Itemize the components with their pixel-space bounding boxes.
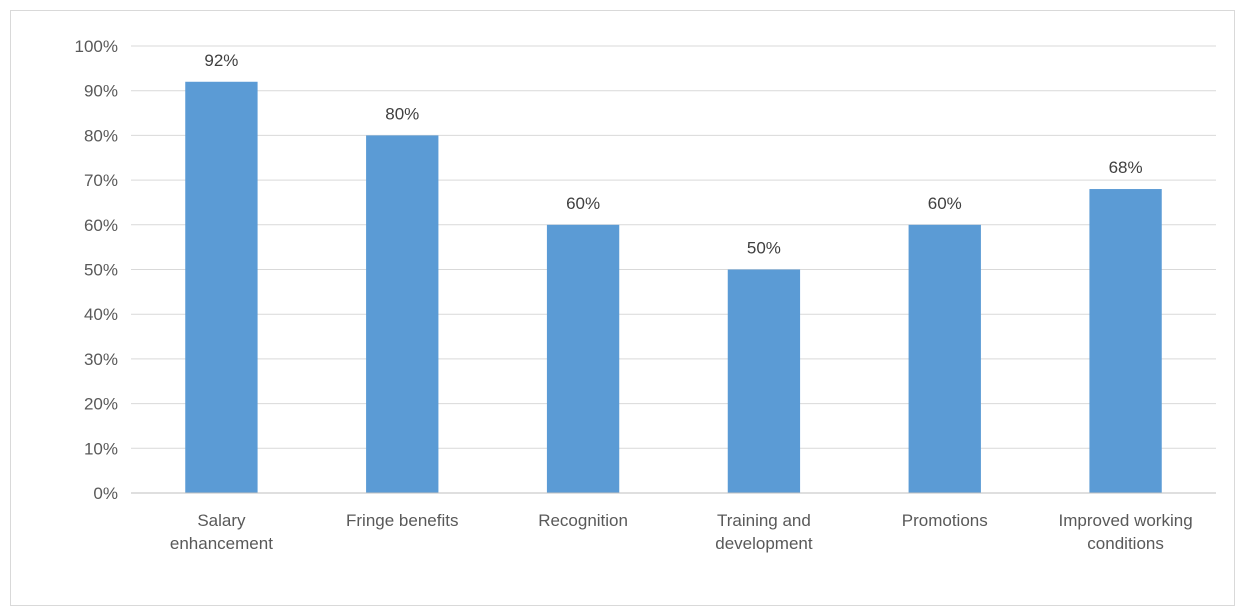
y-tick-label: 30% bbox=[84, 350, 118, 369]
category-label-line: Promotions bbox=[902, 511, 988, 530]
data-label: 68% bbox=[1109, 158, 1143, 177]
y-tick-label: 100% bbox=[75, 37, 118, 56]
category-label-line: Salary bbox=[197, 511, 246, 530]
labels: 0% 10% 20% 30% 40% 50% 60% 70% 80% 90% 100% 92% Sala… bbox=[75, 37, 1193, 553]
bar bbox=[1089, 189, 1162, 494]
category-label: Improved working conditions bbox=[1058, 511, 1192, 553]
category-label-line: development bbox=[715, 534, 813, 553]
category-label-line: Recognition bbox=[538, 511, 628, 530]
y-tick-label: 60% bbox=[84, 216, 118, 235]
y-tick-label: 90% bbox=[84, 82, 118, 101]
data-label: 50% bbox=[747, 239, 781, 258]
bar bbox=[908, 224, 981, 494]
y-tick-label: 0% bbox=[93, 484, 118, 503]
gridlines bbox=[131, 45, 1216, 449]
bar bbox=[366, 135, 439, 493]
data-label: 80% bbox=[385, 104, 419, 123]
category-label: Training and development bbox=[715, 511, 813, 553]
y-tick-label: 10% bbox=[84, 439, 118, 458]
bar bbox=[727, 269, 801, 493]
y-tick-label: 20% bbox=[84, 395, 118, 414]
category-label-line: Improved working bbox=[1058, 511, 1192, 530]
y-tick-label: 40% bbox=[84, 305, 118, 324]
category-label: Fringe benefits bbox=[346, 511, 458, 530]
category-label-line: Fringe benefits bbox=[346, 511, 458, 530]
category-label-line: enhancement bbox=[170, 534, 273, 553]
category-label-line: conditions bbox=[1087, 534, 1164, 553]
bar-chart: 0% 10% 20% 30% 40% 50% 60% 70% 80% 90% 100% 92% Sala… bbox=[75, 37, 1216, 553]
category-label: Recognition bbox=[538, 511, 628, 530]
y-tick-label: 70% bbox=[84, 171, 118, 190]
bars bbox=[185, 81, 1162, 494]
category-label: Promotions bbox=[902, 511, 988, 530]
bar bbox=[185, 81, 258, 493]
data-label: 92% bbox=[204, 51, 238, 70]
chart-frame: 0% 10% 20% 30% 40% 50% 60% 70% 80% 90% 100% 92% Sala… bbox=[10, 10, 1235, 606]
y-tick-label: 50% bbox=[84, 261, 118, 280]
category-label-line: Training and bbox=[717, 511, 811, 530]
y-tick-label: 80% bbox=[84, 126, 118, 145]
bar bbox=[546, 224, 620, 494]
data-label: 60% bbox=[566, 194, 600, 213]
category-label: Salary enhancement bbox=[170, 511, 273, 553]
data-label: 60% bbox=[928, 194, 962, 213]
